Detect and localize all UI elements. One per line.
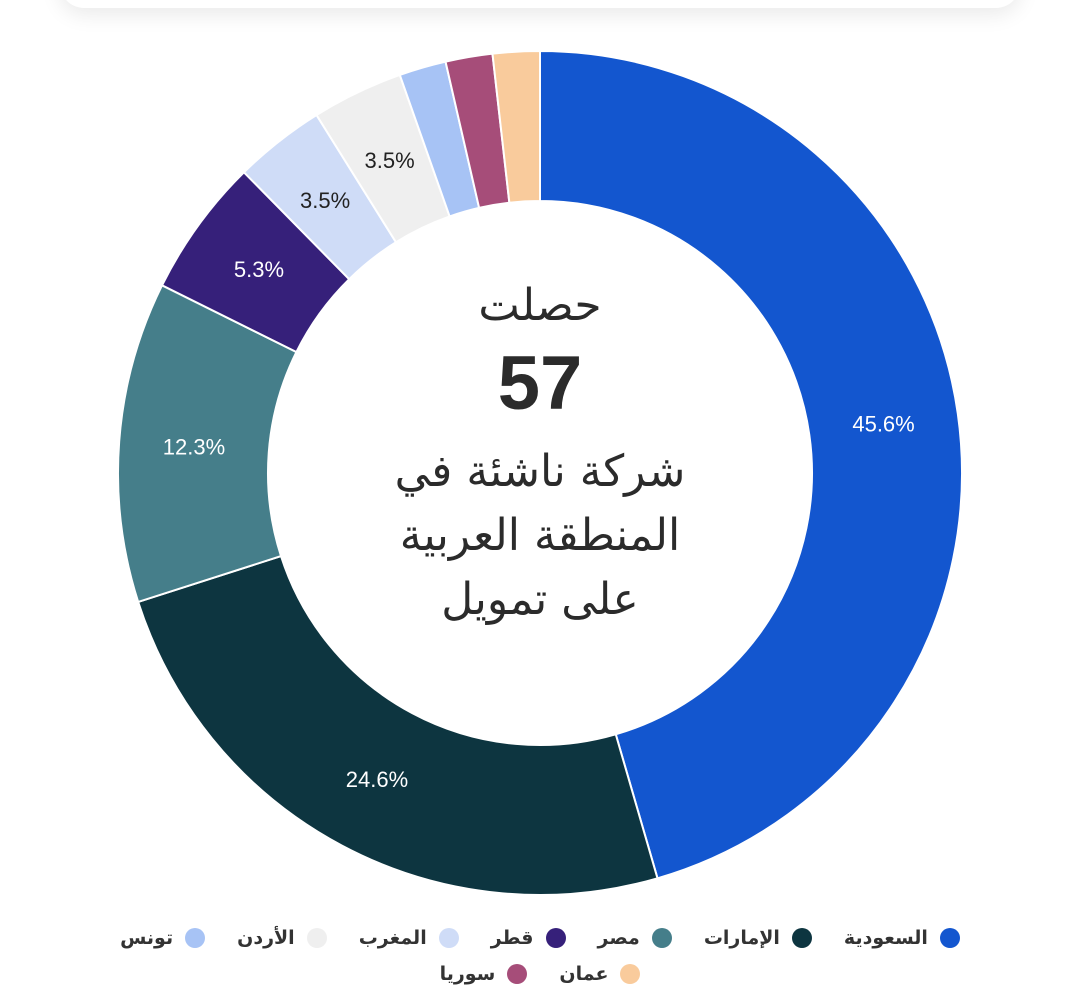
- legend-swatch-icon: [791, 928, 812, 948]
- legend-swatch-icon: [939, 928, 960, 948]
- slice-label-3: 12.3%: [163, 434, 225, 459]
- legend-swatch-icon: [438, 928, 459, 948]
- legend-item[interactable]: مصر: [598, 927, 672, 949]
- legend-label: سوريا: [439, 963, 496, 985]
- slice-2: [136, 554, 659, 896]
- legend-swatch-icon: [620, 964, 641, 984]
- slice-label-1: 45.6%: [852, 412, 914, 437]
- legend-label: عمان: [559, 963, 609, 985]
- legend-swatch-icon: [651, 928, 672, 948]
- center-bottom-line-2: المنطقة العربية: [399, 510, 681, 561]
- legend-item[interactable]: الأردن: [237, 927, 327, 949]
- legend-label: المغرب: [358, 927, 427, 949]
- slice-label-2: 24.6%: [346, 767, 408, 792]
- slice-1: [539, 49, 963, 880]
- center-top-text: حصلت: [478, 280, 602, 331]
- legend-label: الإمارات: [703, 927, 780, 949]
- legend-swatch-icon: [507, 964, 528, 984]
- center-number: 57: [497, 341, 583, 426]
- legend-label: الأردن: [237, 927, 295, 949]
- legend-label: السعودية: [843, 927, 928, 949]
- legend-swatch-icon: [185, 928, 206, 948]
- donut-chart: 45.6% 24.6% 12.3% 5.3% 3.5% 3.5%: [117, 49, 963, 896]
- chart-legend: السعودية الإمارات مصر قطر المغرب الأردن تونس عم…: [60, 920, 1020, 992]
- legend-swatch-icon: [306, 928, 327, 948]
- legend-label: مصر: [597, 927, 640, 949]
- slice-label-5: 3.5%: [300, 188, 350, 213]
- center-bottom-text: شركة ناشئة في المنطقة العربية على تمويل: [340, 440, 740, 632]
- donut-center-text: حصلت 57 شركة ناشئة في المنطقة العربية عل…: [340, 278, 740, 632]
- legend-item[interactable]: المغرب: [359, 927, 459, 949]
- legend-item[interactable]: سوريا: [440, 963, 528, 985]
- top-card-edge: [60, 0, 1020, 8]
- legend-label: قطر: [490, 927, 534, 949]
- slice-9: [491, 49, 541, 204]
- legend-swatch-icon: [545, 928, 566, 948]
- legend-item[interactable]: السعودية: [844, 927, 960, 949]
- legend-item[interactable]: عمان: [559, 963, 641, 985]
- center-bottom-line-3: على تمويل: [441, 574, 639, 625]
- center-bottom-line-1: شركة ناشئة في: [394, 446, 686, 497]
- slice-label-6: 3.5%: [365, 148, 415, 173]
- legend-row-2: عمان سوريا: [60, 956, 1020, 992]
- legend-row-1: السعودية الإمارات مصر قطر المغرب الأردن تونس: [60, 920, 1020, 956]
- legend-item[interactable]: تونس: [120, 927, 206, 949]
- legend-item[interactable]: قطر: [491, 927, 566, 949]
- legend-label: تونس: [120, 927, 174, 949]
- slice-label-4: 5.3%: [234, 257, 284, 282]
- legend-item[interactable]: الإمارات: [704, 927, 812, 949]
